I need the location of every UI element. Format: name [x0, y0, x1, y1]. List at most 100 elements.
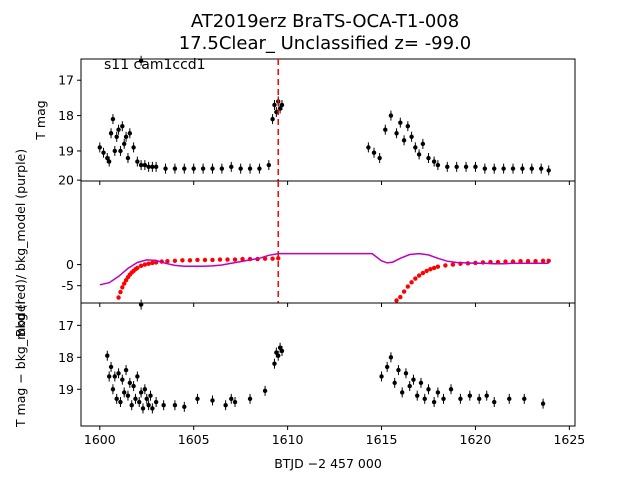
mag-point [135, 159, 140, 164]
bkg-point [533, 259, 538, 264]
middle-ylabel: Bkg (red)/ bkg_model (purple) [13, 149, 28, 337]
mag-point [120, 377, 125, 382]
mag-point [448, 387, 454, 392]
mag-point [116, 127, 121, 132]
mag-point [445, 164, 450, 170]
mag-point [540, 401, 546, 406]
mag-point [138, 390, 144, 395]
mag-point [435, 390, 441, 395]
bkg-point [394, 298, 399, 303]
mag-point [140, 406, 146, 411]
bkg-point [428, 267, 433, 272]
mag-point [131, 383, 136, 389]
mag-point [138, 162, 144, 168]
mag-point [105, 155, 110, 161]
y-tick-label-middle: 0 [66, 257, 74, 272]
mag-point [279, 102, 285, 108]
x-tick-label: 1605 [178, 432, 210, 447]
mag-point [116, 371, 121, 376]
mag-point [418, 380, 424, 386]
mag-point [529, 166, 534, 171]
axes-frame-top [80, 58, 576, 182]
mag-point [522, 396, 527, 402]
mag-point [106, 374, 112, 379]
mag-point [108, 364, 114, 370]
mag-point [110, 387, 116, 392]
mag-point [232, 399, 238, 405]
mag-point [229, 164, 234, 170]
mag-point [146, 164, 151, 170]
bkg-point [270, 256, 275, 261]
mag-point [153, 399, 159, 405]
bkg-point [518, 259, 523, 264]
bkg-point [146, 261, 151, 266]
mag-point [114, 134, 119, 139]
bkg-point [217, 257, 223, 262]
chart-title-line1: AT2019erz BraTS-OCA-T1-008 [191, 11, 459, 32]
bkg-point [118, 289, 123, 295]
mag-point [379, 374, 384, 379]
bkg-point [240, 256, 245, 262]
mag-point [383, 127, 388, 132]
mag-point [172, 403, 178, 408]
panel-middle: -5 0 20 [58, 173, 576, 307]
bkg-point [187, 258, 193, 263]
mag-point [538, 166, 544, 171]
x-tick-label: 1615 [366, 432, 398, 447]
mag-point [467, 393, 473, 398]
mag-point [142, 162, 148, 168]
mag-point [138, 58, 144, 63]
mag-point [463, 164, 469, 170]
bkg-point [180, 258, 185, 263]
mag-point [123, 367, 129, 373]
mag-point [125, 393, 131, 398]
x-tick-label: 1600 [84, 432, 116, 447]
mag-point [123, 134, 129, 139]
mag-point [510, 166, 516, 171]
mag-point [146, 403, 151, 408]
mag-point [277, 106, 283, 111]
mag-point [388, 355, 394, 360]
bkg-point [420, 270, 426, 276]
mag-point [127, 131, 133, 136]
mag-point [163, 166, 168, 171]
mag-point [182, 404, 187, 410]
camera-annotation: s11 cam1ccd1 [104, 57, 206, 73]
mag-point [122, 141, 127, 147]
mag-point [392, 380, 397, 386]
axes-frame-middle [80, 180, 576, 304]
bkg-point [150, 260, 155, 266]
bkg-point [540, 258, 546, 263]
mag-point [238, 166, 243, 171]
bkg-point [424, 268, 429, 274]
mag-point [200, 166, 206, 171]
mag-point [150, 406, 155, 411]
mag-point [454, 164, 459, 170]
mag-point [546, 168, 551, 173]
mag-point [398, 120, 403, 125]
mag-point [108, 131, 114, 136]
mag-point [161, 403, 166, 408]
x-tick-label: 1620 [460, 432, 492, 447]
mag-point [492, 166, 497, 171]
mag-point [247, 396, 253, 402]
bkg-point [225, 257, 230, 262]
mag-point [150, 164, 155, 170]
x-tick-label: 1610 [272, 432, 304, 447]
mag-point [223, 403, 228, 408]
bkg-point [138, 263, 144, 269]
mag-point [431, 159, 437, 164]
bkg-point [431, 265, 437, 271]
mag-point [274, 350, 279, 355]
x-tick-label: 1625 [553, 432, 585, 447]
bkg-point [122, 281, 127, 286]
mag-point [409, 134, 414, 139]
mag-point [405, 123, 411, 129]
bkg-point [401, 289, 407, 294]
bkg-point [413, 276, 418, 281]
mag-point [473, 164, 478, 170]
mag-point [420, 141, 426, 147]
bkg-point [398, 294, 403, 300]
mag-point [101, 150, 106, 155]
